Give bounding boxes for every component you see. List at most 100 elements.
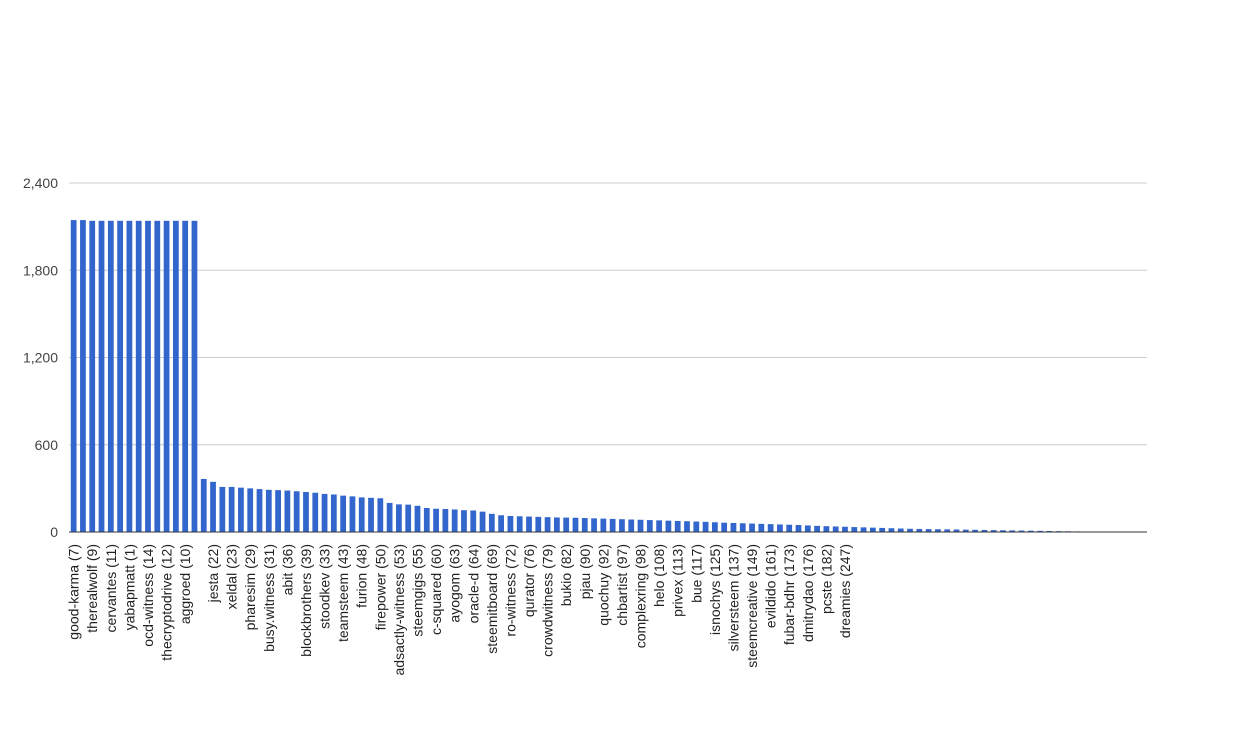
x-tick-label: firepower (50) bbox=[372, 544, 388, 630]
bar bbox=[545, 517, 551, 532]
bar bbox=[210, 482, 216, 532]
bar bbox=[127, 221, 133, 532]
y-tick-label: 1,200 bbox=[23, 350, 58, 366]
bar bbox=[433, 509, 439, 532]
bar bbox=[377, 498, 383, 532]
y-tick-label: 600 bbox=[35, 437, 59, 453]
bar bbox=[675, 521, 681, 532]
bar bbox=[898, 529, 904, 532]
bar bbox=[731, 523, 737, 532]
bar bbox=[796, 525, 802, 532]
bar bbox=[591, 518, 597, 532]
x-tick-label: furion (48) bbox=[354, 544, 370, 608]
bar bbox=[266, 490, 272, 532]
bar bbox=[164, 221, 170, 532]
bar bbox=[842, 527, 848, 532]
bar bbox=[498, 515, 504, 532]
x-tick-label: steemitboard (69) bbox=[484, 544, 500, 654]
bar bbox=[777, 524, 783, 532]
bar bbox=[285, 491, 291, 532]
bar bbox=[582, 518, 588, 532]
bar bbox=[89, 221, 95, 532]
x-tick-label: c-squared (60) bbox=[428, 544, 444, 635]
bar bbox=[703, 522, 709, 532]
bar bbox=[238, 488, 244, 532]
x-tick-label: chbartist (97) bbox=[614, 544, 630, 626]
x-tick-label: xeldal (23) bbox=[224, 544, 240, 609]
x-tick-label: yabapmatt (1) bbox=[121, 544, 137, 630]
bar bbox=[368, 498, 374, 532]
bars bbox=[71, 220, 1145, 532]
bar bbox=[350, 496, 356, 532]
bar bbox=[712, 522, 718, 532]
x-tick-label: dreamies (247) bbox=[837, 544, 853, 638]
x-tick-label: aggroed (10) bbox=[177, 544, 193, 624]
x-tick-label: quochuy (92) bbox=[595, 544, 611, 626]
x-axis-tick-labels: good-karma (7)therealwolf (9)cervantes (… bbox=[66, 544, 853, 676]
bar bbox=[508, 516, 514, 532]
bar bbox=[628, 519, 634, 532]
bar bbox=[480, 512, 486, 532]
x-tick-label: evildido (161) bbox=[763, 544, 779, 628]
bar bbox=[470, 510, 476, 532]
y-tick-label: 1,800 bbox=[23, 262, 58, 278]
x-tick-label: crowdwitness (79) bbox=[540, 544, 556, 657]
x-tick-label: pjau (90) bbox=[577, 544, 593, 599]
bar bbox=[154, 221, 160, 532]
bar bbox=[870, 528, 876, 532]
bar bbox=[405, 505, 411, 532]
x-tick-label: pcste (182) bbox=[818, 544, 834, 614]
bar bbox=[563, 518, 569, 532]
bar bbox=[452, 509, 458, 532]
bar bbox=[294, 491, 300, 532]
bar bbox=[526, 517, 532, 532]
bar bbox=[257, 489, 263, 532]
x-tick-label: isnochys (125) bbox=[707, 544, 723, 635]
bar bbox=[535, 517, 541, 532]
x-tick-label: abit (36) bbox=[279, 544, 295, 595]
bar bbox=[647, 520, 653, 532]
bar bbox=[573, 518, 579, 532]
bar bbox=[833, 526, 839, 532]
bar bbox=[805, 525, 811, 532]
bar bbox=[145, 221, 151, 532]
bar bbox=[322, 494, 328, 532]
x-tick-label: pharesim (29) bbox=[242, 544, 258, 630]
x-tick-label: steemcreative (149) bbox=[744, 544, 760, 668]
bar bbox=[656, 520, 662, 532]
bar bbox=[247, 488, 253, 532]
bar bbox=[192, 221, 198, 532]
x-tick-label: jesta (22) bbox=[205, 544, 221, 603]
bar bbox=[99, 221, 105, 532]
y-tick-label: 2,400 bbox=[23, 175, 58, 191]
bar bbox=[117, 221, 123, 532]
bar bbox=[889, 528, 895, 532]
bar bbox=[879, 528, 885, 532]
bar bbox=[387, 503, 393, 532]
x-tick-label: oracle-d (64) bbox=[465, 544, 481, 623]
x-tick-label: silversteem (137) bbox=[725, 544, 741, 651]
bar bbox=[666, 521, 672, 532]
x-tick-label: therealwolf (9) bbox=[84, 544, 100, 633]
bar bbox=[554, 517, 560, 532]
bar bbox=[359, 497, 365, 532]
bar bbox=[814, 526, 820, 532]
bar bbox=[80, 220, 86, 532]
x-tick-label: dmitrydao (176) bbox=[800, 544, 816, 642]
bar bbox=[442, 509, 448, 532]
bar bbox=[415, 506, 421, 532]
bar bbox=[749, 524, 755, 532]
bar bbox=[340, 496, 346, 532]
x-tick-label: good-karma (7) bbox=[66, 544, 82, 640]
x-tick-label: ayogom (63) bbox=[447, 544, 463, 623]
x-tick-label: stoodkev (33) bbox=[317, 544, 333, 629]
bar bbox=[786, 525, 792, 532]
bar bbox=[136, 221, 142, 532]
bar bbox=[517, 516, 523, 532]
x-tick-label: qurator (76) bbox=[521, 544, 537, 617]
bar bbox=[219, 487, 225, 532]
bar bbox=[693, 522, 699, 532]
grid-lines bbox=[69, 183, 1147, 445]
